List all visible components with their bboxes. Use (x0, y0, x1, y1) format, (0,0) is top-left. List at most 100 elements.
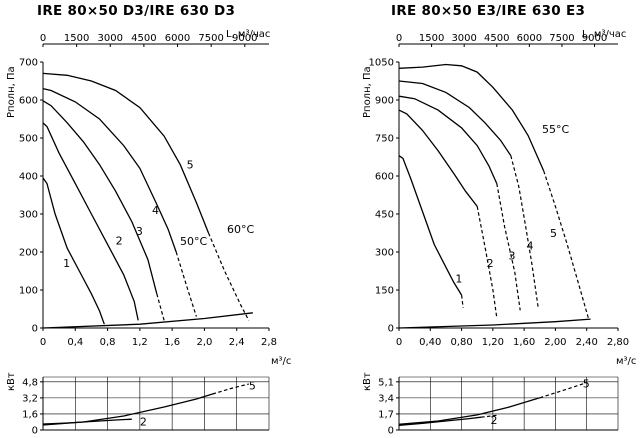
x-tick-label: 0,4 (67, 337, 83, 348)
y-tick-label: 300 (375, 248, 394, 259)
pressure-curve-1 (42, 177, 105, 325)
top-tick-label: 0 (396, 33, 402, 44)
power-y-tick-label: 1,7 (378, 409, 394, 420)
x-tick-label: 1,20 (482, 337, 504, 348)
pressure-curve-2 (398, 109, 478, 207)
right-chart: IRE 80×50 E3/IRE 630 E3 L, м³/час Pполн,… (362, 3, 636, 391)
curve-label-3: 3 (509, 250, 516, 263)
y-tick-label: 200 (19, 248, 38, 259)
top-tick-label: 1500 (419, 33, 444, 44)
pressure-curve-1-dashed (461, 295, 464, 308)
power-curve-label-2: 2 (140, 416, 147, 429)
x-tick-label: 2,4 (229, 337, 245, 348)
pressure-curve-4-dashed (510, 155, 539, 308)
pressure-curve-2 (42, 122, 139, 321)
y-tick-label: 150 (375, 286, 394, 297)
top-tick-label: 1500 (64, 33, 89, 44)
left-temp-label-low: 50°C (180, 235, 207, 248)
pressure-curve-5 (42, 72, 210, 234)
power-y-tick-label: 0 (32, 426, 38, 437)
x-tick-label: 2,40 (576, 337, 598, 348)
right-chart-title: IRE 80×50 E3/IRE 630 E3 (391, 3, 585, 19)
power-curve-5-dashed (212, 383, 249, 395)
pressure-curve-4 (42, 87, 177, 253)
right-temp-label-high: 55°C (542, 123, 569, 136)
pressure-curve-5-dashed (543, 170, 589, 319)
y-tick-label: 500 (19, 134, 38, 145)
curve-label-5: 5 (187, 158, 194, 171)
top-tick-label: 6000 (165, 33, 190, 44)
y-tick-label: 0 (388, 324, 394, 335)
left-chart: IRE 80×50 D3/IRE 630 D3 L, м³/час Pполн,… (6, 3, 291, 391)
x-tick-label: 1,60 (513, 337, 535, 348)
pressure-curve-3-dashed (496, 183, 521, 311)
top-tick-label: 7500 (549, 33, 574, 44)
power-curve-label-5: 5 (583, 378, 590, 391)
x-tick-label: 1,2 (132, 337, 148, 348)
curve-label-4: 4 (526, 239, 533, 252)
x-tick-label: 0,40 (419, 337, 441, 348)
y-tick-label: 900 (375, 96, 394, 107)
top-tick-label: 3000 (451, 33, 476, 44)
curve-label-2: 2 (487, 257, 494, 270)
pressure-curve-5-dashed (207, 232, 250, 321)
x-tick-label: 2,80 (607, 337, 629, 348)
top-tick-label: 4500 (131, 33, 156, 44)
x-tick-label: 0 (396, 337, 402, 348)
top-tick-label: 7500 (198, 33, 223, 44)
left-power-axis-label: кВт (6, 372, 17, 391)
right-power-axis-label: кВт (362, 372, 373, 391)
top-tick-label: 0 (40, 33, 46, 44)
power-curve-label-2: 2 (491, 414, 498, 427)
x-tick-label: 0,8 (100, 337, 116, 348)
power-y-tick-label: 5,1 (378, 377, 394, 388)
pressure-curve-3-dashed (156, 293, 165, 321)
top-tick-label: 9000 (582, 33, 607, 44)
curve-label-3: 3 (136, 225, 143, 238)
y-tick-label: 400 (19, 172, 38, 183)
power-curve-5 (42, 393, 213, 426)
pressure-curve-4 (398, 80, 512, 157)
left-top-axis-label: L, м³/час (226, 29, 270, 40)
y-tick-label: 1050 (369, 58, 394, 69)
curve-label-4: 4 (152, 204, 159, 217)
right-x-axis-label: м³/с (616, 356, 636, 367)
power-y-tick-label: 3,2 (22, 393, 38, 404)
system-curve (398, 318, 591, 329)
y-tick-label: 700 (19, 58, 38, 69)
top-tick-label: 3000 (98, 33, 123, 44)
left-y-axis-label: Pполн, Па (6, 66, 17, 118)
x-tick-label: 0 (40, 337, 46, 348)
pressure-curve-2-dashed (476, 206, 498, 318)
y-tick-label: 600 (19, 96, 38, 107)
power-curve-2 (398, 416, 482, 426)
y-tick-label: 0 (32, 324, 38, 335)
system-curve (42, 312, 253, 329)
pressure-curve-3 (398, 95, 498, 184)
left-x-axis-label: м³/с (271, 356, 291, 367)
top-tick-label: 9000 (232, 33, 257, 44)
x-tick-label: 2,8 (261, 337, 277, 348)
power-y-tick-label: 1,6 (22, 409, 38, 420)
curve-label-5: 5 (550, 227, 557, 240)
curve-label-1: 1 (455, 272, 462, 285)
right-y-axis-label: Pполн, Па (362, 66, 373, 118)
left-chart-title: IRE 80×50 D3/IRE 630 D3 (37, 3, 235, 19)
curve-label-2: 2 (116, 234, 123, 247)
right-top-axis-label: L, м³/час (582, 29, 626, 40)
x-tick-label: 0,80 (450, 337, 472, 348)
y-tick-label: 600 (375, 172, 394, 183)
pressure-curve-4-dashed (175, 251, 197, 317)
y-tick-label: 450 (375, 210, 394, 221)
power-y-tick-label: 0 (388, 426, 394, 437)
power-curve-2-dashed (481, 414, 497, 418)
power-curve-label-5: 5 (249, 380, 256, 393)
power-curve-5 (398, 397, 540, 425)
pressure-curve-5 (398, 63, 545, 172)
left-temp-label-high: 60°C (227, 223, 254, 236)
curve-label-1: 1 (63, 257, 70, 270)
power-curve-5-dashed (539, 382, 587, 399)
